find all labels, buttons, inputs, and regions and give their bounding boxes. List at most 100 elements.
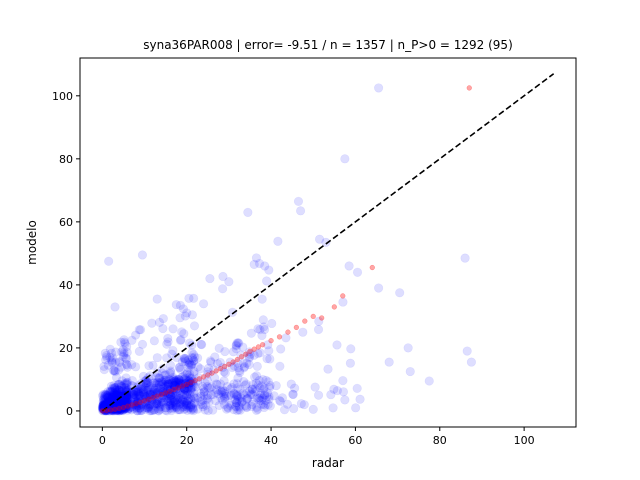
observation-point: [112, 388, 122, 398]
observation-point: [220, 368, 230, 378]
observation-point: [169, 376, 180, 386]
observation-point: [124, 403, 134, 414]
observation-point: [237, 396, 247, 407]
observation-point: [122, 398, 132, 408]
y-tick-label: 20: [59, 342, 73, 355]
observation-point: [109, 366, 119, 376]
observation-point: [111, 406, 121, 416]
observation-point: [208, 405, 218, 415]
observation-point: [113, 405, 123, 415]
observation-point: [186, 377, 196, 387]
observation-point: [202, 390, 213, 400]
observation-point: [109, 389, 119, 399]
observation-point: [132, 387, 142, 397]
observation-point: [352, 383, 362, 393]
observation-point: [181, 375, 191, 385]
observation-point: [135, 403, 145, 413]
observation-point: [190, 352, 200, 362]
observation-point: [169, 403, 179, 413]
observation-point: [203, 405, 213, 416]
observation-point: [154, 405, 164, 415]
observation-point: [120, 403, 131, 413]
observation-point: [214, 400, 224, 411]
observation-point: [171, 402, 181, 412]
observation-point: [163, 380, 173, 391]
observation-point: [160, 405, 171, 415]
observation-point: [244, 352, 255, 362]
observation-point: [251, 378, 261, 388]
observation-point: [156, 402, 166, 412]
observation-point: [198, 402, 208, 412]
observation-point: [219, 390, 229, 401]
observation-point: [264, 394, 274, 404]
observation-point: [187, 359, 197, 369]
observation-point: [145, 390, 155, 400]
quantile-point: [255, 344, 262, 350]
observation-point: [105, 402, 115, 412]
observation-point: [293, 196, 304, 206]
observation-point: [157, 396, 168, 407]
observation-point: [120, 397, 130, 407]
observation-point: [154, 373, 165, 383]
x-tick-label: 60: [348, 434, 362, 447]
observation-point: [211, 387, 221, 398]
observation-point: [138, 385, 149, 395]
observation-point: [187, 373, 197, 383]
observation-point: [104, 395, 114, 405]
y-tick-label: 100: [52, 90, 73, 103]
observation-point: [180, 353, 190, 363]
observation-point: [182, 308, 192, 318]
observation-point: [189, 366, 199, 377]
observation-point: [131, 399, 141, 410]
observation-point: [150, 378, 160, 388]
observation-point: [179, 374, 189, 385]
observation-point: [108, 406, 118, 416]
observation-point: [180, 355, 190, 365]
observation-point: [131, 387, 141, 397]
observation-point: [146, 406, 156, 416]
observation-point: [131, 403, 142, 413]
observation-point: [242, 402, 252, 412]
observation-point: [114, 402, 124, 412]
quantile-point: [158, 391, 165, 398]
observation-point: [133, 398, 143, 408]
observation-point: [106, 381, 116, 391]
observation-point: [234, 402, 245, 412]
observation-point: [120, 400, 131, 410]
plot-area: [97, 73, 555, 416]
observation-point: [112, 402, 123, 412]
observation-point: [108, 404, 118, 414]
observation-point: [171, 377, 182, 387]
observation-point: [151, 397, 161, 407]
observation-point: [152, 398, 162, 409]
observation-point: [138, 394, 148, 404]
observation-point: [175, 405, 185, 415]
observation-point: [179, 329, 189, 339]
observation-point: [161, 403, 171, 413]
observation-point: [156, 377, 166, 387]
observation-point: [205, 273, 215, 284]
observation-point: [374, 283, 384, 293]
observation-point: [134, 398, 144, 408]
observation-point: [166, 367, 176, 377]
observation-point: [107, 401, 117, 411]
observation-point: [250, 387, 261, 397]
observation-point: [209, 365, 219, 375]
quantile-point: [99, 408, 106, 414]
observation-point: [171, 377, 181, 387]
observation-point: [165, 403, 175, 413]
observation-point: [135, 391, 145, 401]
observation-point: [149, 378, 159, 388]
observation-point: [122, 392, 133, 403]
observation-point: [169, 376, 179, 387]
observation-point: [203, 393, 213, 403]
observation-point: [182, 383, 193, 393]
observation-point: [253, 380, 263, 390]
observation-point: [257, 294, 267, 304]
observation-point: [242, 402, 252, 413]
observation-point: [168, 375, 179, 385]
observation-point: [113, 404, 124, 415]
observation-point: [100, 389, 110, 399]
observation-point: [261, 375, 271, 385]
observation-point: [203, 367, 213, 377]
